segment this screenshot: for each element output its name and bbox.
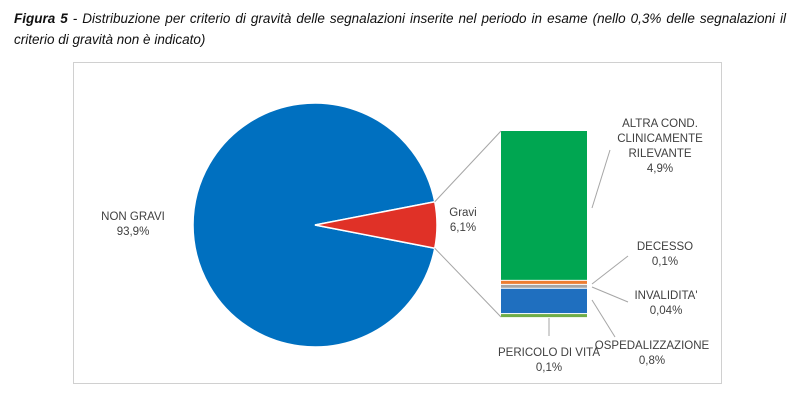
pie-slice-gravi (314, 200, 438, 250)
connector-line-top (434, 130, 502, 203)
bar-label-decesso: DECESSO 0,1% (637, 241, 693, 268)
bar-label-pericolo-di-vita: PERICOLO DI VITA 0,1% (498, 347, 600, 374)
pie-label-non-gravi: NON GRAVI 93,9% (101, 211, 165, 238)
pie-label-gravi: Gravi 6,1% (449, 207, 476, 234)
bar-segment-ospedalizzazione (501, 288, 587, 314)
bar-label-invalidita: INVALIDITA' 0,04% (634, 290, 697, 317)
bar-segment-invalidita (501, 284, 587, 288)
bar-segment-pericolo-di-vita (501, 314, 587, 318)
figure-caption-text: - Distribuzione per criterio di gravità … (14, 11, 786, 47)
bar-label-invalidita-leader (591, 286, 629, 303)
bar-label-altra-cond-clinicamente-rilevante: ALTRA COND. CLINICAMENTE RILEVANTE 4,9% (617, 118, 703, 175)
bar-label-ospedalizzazione: OSPEDALIZZAZIONE 0,8% (595, 340, 710, 367)
bar-label-altra-cond-clinicamente-rilevante-leader (591, 149, 611, 209)
figure-label: Figura 5 (14, 11, 68, 26)
bar-label-decesso-leader (591, 255, 629, 285)
bar-label-ospedalizzazione-leader (591, 299, 616, 338)
bar-segment-altra-cond-clinicamente-rilevante (501, 131, 587, 280)
figure-caption: Figura 5 - Distribuzione per criterio di… (14, 8, 786, 50)
bar-segment-decesso (501, 280, 587, 284)
connector-line-bottom (434, 247, 502, 318)
pie-slice-non-gravi (192, 102, 436, 348)
